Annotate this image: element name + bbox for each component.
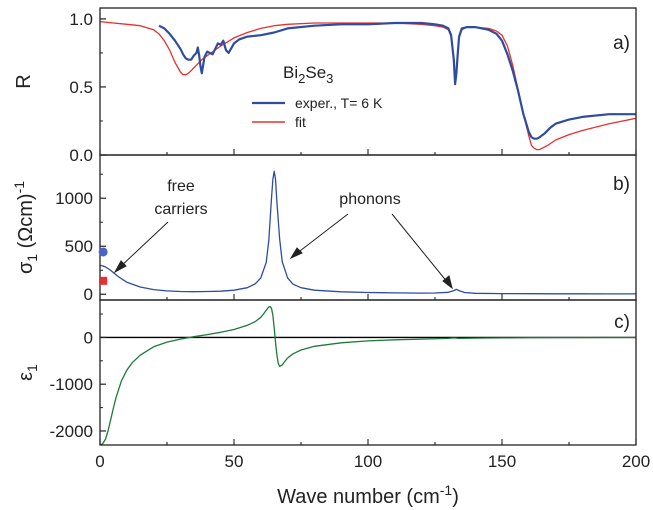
x-tick-label: 150 <box>488 452 516 471</box>
arrow-phonon-1 <box>295 213 349 255</box>
y-tick-label: 0 <box>84 328 93 347</box>
annotation-free: free <box>167 178 195 195</box>
y-tick-label: 1000 <box>55 189 93 208</box>
y-tick-label: -1000 <box>50 375 93 394</box>
legend-label-exper: exper., T= 6 K <box>295 95 383 111</box>
series-line--1 <box>100 305 636 445</box>
y-tick-label: 0.5 <box>69 78 93 97</box>
annotation-arrows <box>113 213 453 290</box>
panel-c-tag: c) <box>614 312 630 333</box>
annotation-phonons: phonons <box>339 191 400 208</box>
arrow-phonon-2-head <box>442 275 453 290</box>
arrow-free-carriers-head <box>113 260 127 274</box>
panel-b-tag: b) <box>613 174 630 195</box>
y-tick-label: 500 <box>65 237 93 256</box>
panel-c-frame <box>99 299 637 446</box>
panel-a-ticks: 0.0 0.5 1.0 <box>69 10 637 165</box>
x-tick-label: 200 <box>622 452 650 471</box>
series-line-exper-t-6-k <box>158 21 636 140</box>
arrow-phonon-2 <box>391 213 449 284</box>
material-label: Bi2Se3 <box>283 63 333 86</box>
panel-b-series <box>100 170 636 295</box>
legend-label-fit: fit <box>295 114 306 130</box>
x-axis-label: Wave number (cm-1) <box>277 482 459 508</box>
panel-c-series <box>100 305 636 445</box>
panel-c-ticks: -2000 -1000 0 0 50 100 150 200 <box>50 313 650 471</box>
x-tick-label: 100 <box>354 452 382 471</box>
marker-dc-red <box>100 276 108 285</box>
series-line--1 <box>100 170 636 295</box>
panel-a: 0.0 0.5 1.0 R a) Bi2Se3 exper., T= 6 K fit <box>13 7 637 165</box>
x-tick-label: 0 <box>95 452 104 471</box>
panel-b-frame <box>99 154 637 301</box>
y-tick-label: 1.0 <box>69 10 93 29</box>
legend: exper., T= 6 K fit <box>252 95 383 130</box>
x-tick-label: 50 <box>225 452 244 471</box>
annotation-carriers: carriers <box>154 201 207 218</box>
panel-a-ylabel: R <box>13 74 35 88</box>
panel-a-series <box>100 20 636 151</box>
arrow-phonon-1-head <box>289 247 303 260</box>
y-tick-label: -2000 <box>50 422 93 441</box>
panel-c: -2000 -1000 0 0 50 100 150 200 ε1 c) <box>15 299 650 471</box>
panel-c-ylabel: ε1 <box>15 364 40 381</box>
y-tick-label: 0.0 <box>69 146 93 165</box>
panel-b-ylabel: σ1 (Ωcm)-1 <box>11 181 40 274</box>
panel-a-tag: a) <box>613 33 630 54</box>
marker-dc-blue <box>98 247 108 257</box>
arrow-free-carriers <box>118 221 169 269</box>
panel-b-ticks: 0 500 1000 <box>55 173 637 304</box>
panel-b: 0 500 1000 σ1 (Ωcm)-1 b) free carriers pho… <box>11 154 637 304</box>
series-line-fit <box>100 20 636 151</box>
y-tick-label: 0 <box>84 285 93 304</box>
panel-a-frame <box>99 7 637 156</box>
